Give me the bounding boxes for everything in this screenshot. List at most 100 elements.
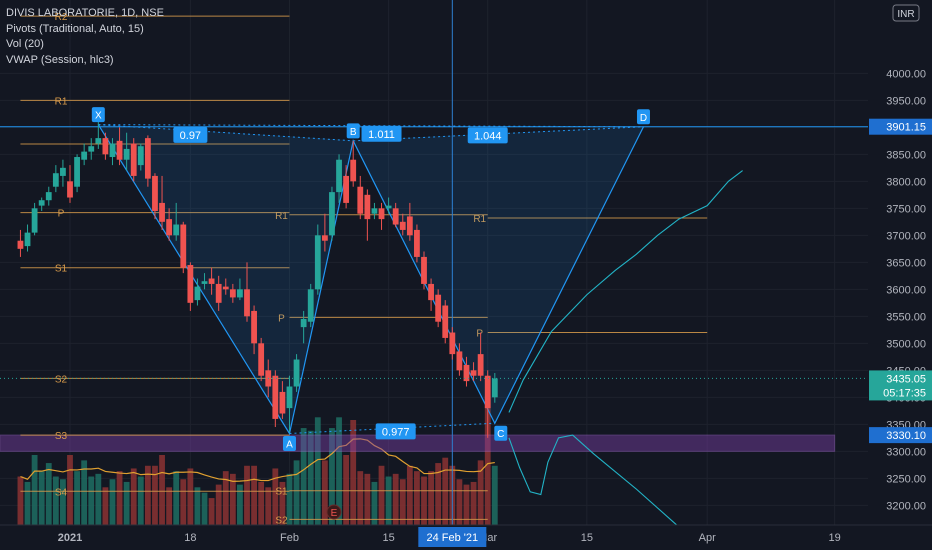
- candle-body: [194, 286, 201, 301]
- candle-body: [477, 354, 484, 376]
- pattern-point-label: A: [286, 440, 293, 451]
- candle-body: [321, 235, 328, 241]
- pivot-label: S2: [55, 374, 68, 385]
- current-price-countdown: 05:17:35: [883, 387, 926, 399]
- volume-bar: [201, 492, 208, 525]
- candle-body: [307, 289, 314, 322]
- symbol-title[interactable]: DIVIS LABORATORIE, 1D, NSE: [6, 7, 164, 19]
- volume-bar: [152, 465, 158, 525]
- price-tick-label: 3200.00: [886, 500, 926, 512]
- candle-body: [385, 205, 392, 209]
- pattern-point-badge: [91, 107, 105, 123]
- candle-body: [406, 216, 413, 236]
- volume-bar: [258, 481, 265, 525]
- price-tick-label: 3550.00: [886, 311, 926, 323]
- time-tick-label: 18: [184, 532, 196, 544]
- volume-bar: [74, 471, 80, 525]
- volume-bar: [109, 479, 116, 525]
- pivot-label: R2: [55, 12, 68, 23]
- volume-bar: [421, 476, 427, 525]
- candle-body: [187, 265, 194, 303]
- candle-body: [364, 194, 371, 220]
- candle-body: [159, 202, 165, 222]
- candle-body: [435, 294, 442, 322]
- pivot-label: P: [476, 329, 483, 340]
- candle-body: [45, 192, 52, 201]
- volume-bar: [237, 484, 243, 525]
- candle-body: [222, 286, 229, 290]
- indicator-pivots[interactable]: Pivots (Traditional, Auto, 15): [6, 22, 144, 35]
- pivot-label: R1: [55, 96, 68, 107]
- support-zone: [0, 434, 836, 452]
- volume-bar: [187, 468, 194, 525]
- candle-body: [95, 138, 102, 144]
- pivot-label: S2: [275, 515, 288, 526]
- volume-bar: [229, 473, 236, 525]
- earnings-marker-label: E: [331, 508, 338, 519]
- volume-bar: [222, 471, 229, 525]
- volume-bar: [414, 471, 420, 525]
- candle-body: [102, 138, 109, 155]
- candle-body: [456, 351, 463, 371]
- volume-bar: [364, 473, 371, 525]
- time-highlight-tag: [418, 527, 487, 547]
- grid-layer: [0, 0, 868, 533]
- volume-bar: [392, 473, 399, 525]
- candle-body: [392, 208, 399, 225]
- price-tick-label: 3800.00: [886, 176, 926, 188]
- volume-bar: [307, 430, 314, 525]
- price-axis: 3150.003200.003250.003300.003350.003400.…: [868, 0, 932, 550]
- candle-body: [229, 289, 236, 298]
- ray-price-tag: [869, 118, 932, 135]
- volume-bar: [31, 455, 38, 525]
- candle-body: [329, 192, 335, 236]
- volume-bar: [350, 420, 357, 525]
- volume-bar: [45, 463, 52, 525]
- price-tick-label: 3300.00: [886, 446, 926, 458]
- candle-body: [421, 256, 427, 284]
- candle-body: [180, 224, 187, 268]
- time-tick-label: 19: [829, 532, 841, 544]
- volume-bar: [491, 465, 498, 525]
- candle-body: [463, 364, 470, 382]
- candle-body: [244, 289, 250, 317]
- candle-body: [116, 140, 123, 160]
- current-price-tag: [869, 370, 932, 401]
- volume-bar: [180, 479, 187, 525]
- pivot-label: R1: [275, 211, 288, 222]
- price-tick-label: 3500.00: [886, 338, 926, 350]
- volume-bar: [251, 465, 257, 525]
- candle-body: [215, 283, 222, 303]
- volume-bar: [329, 428, 335, 525]
- pivot-label: S3: [55, 431, 68, 442]
- pattern-ratio-label: 0.977: [382, 426, 410, 438]
- indicator-volume[interactable]: Vol (20): [6, 38, 44, 50]
- price-tick-label: 3250.00: [886, 473, 926, 485]
- candle-body: [152, 175, 158, 212]
- volume-bar: [95, 473, 102, 525]
- indicator-vwap[interactable]: VWAP (Session, hlc3): [6, 53, 114, 66]
- pivot-label: P: [58, 209, 65, 220]
- pattern-ratio-badge: [173, 126, 208, 143]
- candle-body: [491, 378, 498, 398]
- price-tick-label: 3650.00: [886, 257, 926, 269]
- volume-bar: [371, 481, 378, 525]
- candle-body: [293, 359, 300, 387]
- candle-body: [52, 173, 59, 187]
- volume-bar: [208, 498, 215, 525]
- volume-bar: [137, 476, 144, 525]
- price-tick-label: 4000.00: [886, 68, 926, 80]
- volume-bar: [60, 479, 66, 525]
- pattern-point-badge: [282, 436, 296, 451]
- candle-body: [343, 175, 350, 203]
- candle-body: [24, 232, 31, 247]
- time-tick-label: Apr: [699, 532, 716, 544]
- candle-body: [137, 146, 144, 166]
- pattern-point-label: B: [350, 127, 357, 138]
- volume-bar: [484, 395, 491, 525]
- volume-bar: [166, 487, 173, 525]
- price-tick-label: 3600.00: [886, 284, 926, 296]
